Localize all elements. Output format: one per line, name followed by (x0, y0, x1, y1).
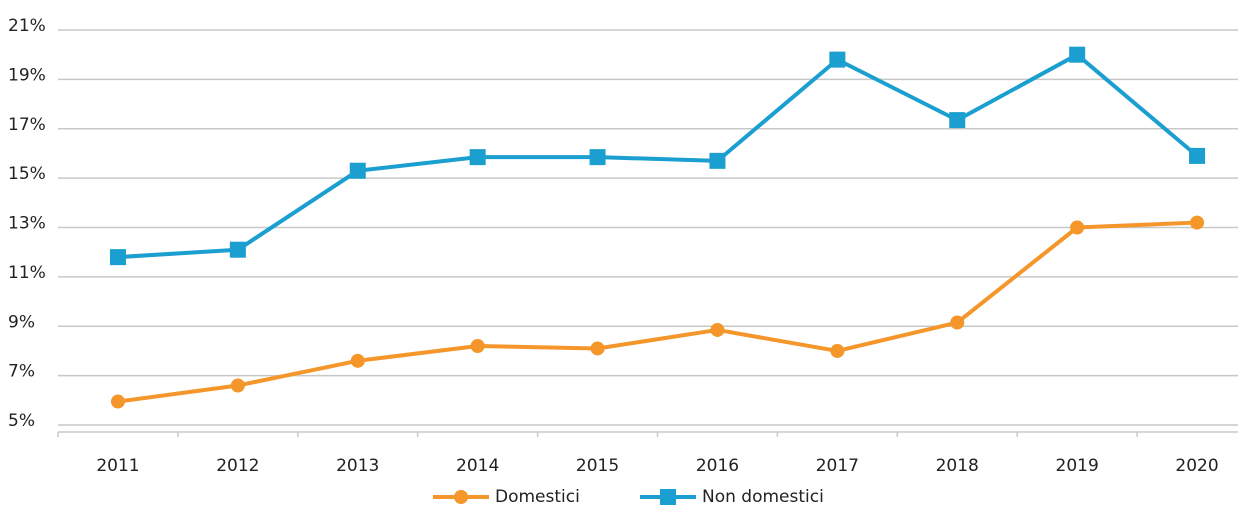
y-tick-label: 11% (8, 263, 46, 283)
marker (470, 339, 485, 353)
x-tick-label: 2017 (816, 456, 859, 476)
marker (1069, 46, 1086, 63)
marker (349, 162, 366, 179)
marker (469, 149, 486, 166)
marker (1070, 220, 1085, 235)
legend-marker (660, 489, 676, 505)
y-tick-label: 17% (8, 115, 46, 135)
marker (590, 341, 605, 356)
y-tick-label: 15% (8, 164, 46, 184)
x-tick-label: 2016 (696, 456, 739, 476)
x-tick-label: 2019 (1056, 456, 1099, 476)
legend-label: Domestici (495, 487, 580, 507)
marker (1189, 147, 1206, 164)
y-tick-label: 9% (8, 312, 35, 332)
marker (109, 249, 126, 266)
y-tick-label: 19% (8, 65, 46, 85)
marker (1190, 215, 1205, 230)
x-tick-label: 2020 (1175, 456, 1218, 476)
y-tick-label: 5% (8, 411, 35, 431)
line (117, 220, 1198, 404)
x-tick-label: 2011 (96, 456, 139, 476)
marker (350, 353, 365, 368)
y-tick-label: 13% (8, 214, 46, 234)
marker (949, 112, 966, 129)
x-tick-label: 2013 (336, 456, 379, 476)
y-tick-label: 7% (8, 362, 35, 382)
marker (829, 51, 846, 68)
marker (229, 241, 246, 258)
x-tick-label: 2015 (576, 456, 619, 476)
marker (950, 315, 965, 330)
line (117, 52, 1199, 260)
x-tick-label: 2018 (936, 456, 979, 476)
x-tick-label: 2012 (216, 456, 259, 476)
legend-label: Non domestici (702, 487, 824, 507)
marker (709, 152, 726, 169)
marker (589, 149, 606, 166)
y-tick-label: 21% (8, 16, 46, 36)
marker (710, 322, 725, 337)
marker (830, 343, 845, 358)
marker (230, 378, 245, 393)
x-tick-label: 2014 (456, 456, 499, 476)
marker (110, 394, 125, 409)
legend-marker (454, 490, 468, 504)
